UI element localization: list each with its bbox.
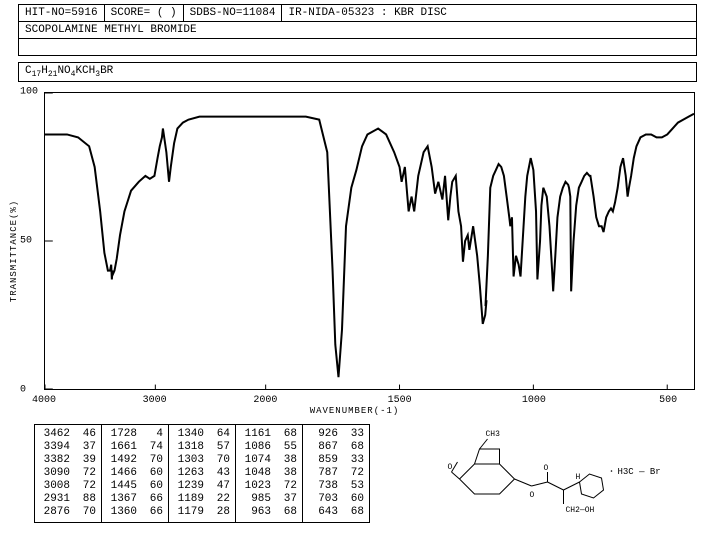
peak-row: 118922 xyxy=(174,493,230,506)
peak-column: 1340641318571303701263431239471189221179… xyxy=(169,425,236,522)
peak-table: 3462463394373382393090723008722931882876… xyxy=(34,424,370,523)
y-tick: 0 xyxy=(20,385,26,396)
peak-row: 70360 xyxy=(308,493,364,506)
peak-row: 144560 xyxy=(107,480,163,493)
y-tick: 50 xyxy=(20,236,32,247)
peak-column: 92633867688593378772738537036064368 xyxy=(303,425,369,522)
peak-row: 287670 xyxy=(40,506,96,519)
peak-row: 116168 xyxy=(241,428,297,441)
peak-row: 104838 xyxy=(241,467,297,480)
x-tick: 1000 xyxy=(522,395,546,406)
salt-label: H3C — Br xyxy=(618,467,661,477)
spectrum-line xyxy=(45,93,694,389)
peak-row: 339437 xyxy=(40,441,96,454)
spectrum-plot: TRANSMITTANCE(%) WAVENUMBER(-1) 0 50 100 40… xyxy=(4,86,705,416)
peak-row: 64368 xyxy=(308,506,364,519)
x-tick: 1500 xyxy=(388,395,412,406)
peak-row: 136766 xyxy=(107,493,163,506)
peak-row: 146660 xyxy=(107,467,163,480)
x-tick: 500 xyxy=(659,395,677,406)
peak-row: 300872 xyxy=(40,480,96,493)
sdbs-no: SDBS-NO=11084 xyxy=(184,5,283,21)
svg-text:CH3: CH3 xyxy=(486,430,501,439)
x-tick: 4000 xyxy=(32,395,56,406)
peak-row: 17284 xyxy=(107,428,163,441)
molecular-formula: C17H21NO4KCH3BR xyxy=(18,62,697,82)
peak-row: 309072 xyxy=(40,467,96,480)
svg-text:CH2—OH: CH2—OH xyxy=(566,506,595,515)
peak-row: 92633 xyxy=(308,428,364,441)
blank-row xyxy=(18,39,697,56)
peak-row: 85933 xyxy=(308,454,364,467)
peak-row: 86768 xyxy=(308,441,364,454)
bottom-panel: 3462463394373382393090723008722931882876… xyxy=(34,424,697,523)
svg-text:H: H xyxy=(576,473,581,482)
y-tick: 100 xyxy=(20,87,38,98)
peak-row: 131857 xyxy=(174,441,230,454)
peak-row: 338239 xyxy=(40,454,96,467)
peak-column: 1728416617414927014666014456013676613606… xyxy=(102,425,169,522)
peak-row: 293188 xyxy=(40,493,96,506)
header-bar: HIT-NO=5916 SCORE= ( ) SDBS-NO=11084 IR-… xyxy=(18,4,697,22)
svg-text:O: O xyxy=(544,464,549,473)
peak-row: 346246 xyxy=(40,428,96,441)
peak-row: 166174 xyxy=(107,441,163,454)
peak-row: 117928 xyxy=(174,506,230,519)
peak-row: 108655 xyxy=(241,441,297,454)
peak-row: 102372 xyxy=(241,480,297,493)
x-axis-label: WAVENUMBER(-1) xyxy=(310,406,400,416)
peak-row: 126343 xyxy=(174,467,230,480)
svg-text:O: O xyxy=(448,463,453,472)
peak-row: 130370 xyxy=(174,454,230,467)
structure-diagram: CH3 O O O CH2—OH H H3C — Br xyxy=(382,424,697,518)
peak-column: 3462463394373382393090723008722931882876… xyxy=(35,425,102,522)
peak-row: 134064 xyxy=(174,428,230,441)
x-tick: 2000 xyxy=(253,395,277,406)
peak-column: 1161681086551074381048381023729853796368 xyxy=(236,425,303,522)
compound-name: SCOPOLAMINE METHYL BROMIDE xyxy=(18,22,697,39)
peak-row: 98537 xyxy=(241,493,297,506)
peak-row: 136066 xyxy=(107,506,163,519)
svg-text:O: O xyxy=(530,491,535,500)
hit-no: HIT-NO=5916 xyxy=(19,5,105,21)
plot-area xyxy=(44,92,695,390)
peak-row: 78772 xyxy=(308,467,364,480)
peak-row: 96368 xyxy=(241,506,297,519)
method: IR-NIDA-05323 : KBR DISC xyxy=(282,5,696,21)
peak-row: 149270 xyxy=(107,454,163,467)
x-tick: 3000 xyxy=(143,395,167,406)
score: SCORE= ( ) xyxy=(105,5,184,21)
y-axis-label: TRANSMITTANCE(%) xyxy=(9,200,19,302)
peak-row: 123947 xyxy=(174,480,230,493)
peak-row: 73853 xyxy=(308,480,364,493)
peak-row: 107438 xyxy=(241,454,297,467)
